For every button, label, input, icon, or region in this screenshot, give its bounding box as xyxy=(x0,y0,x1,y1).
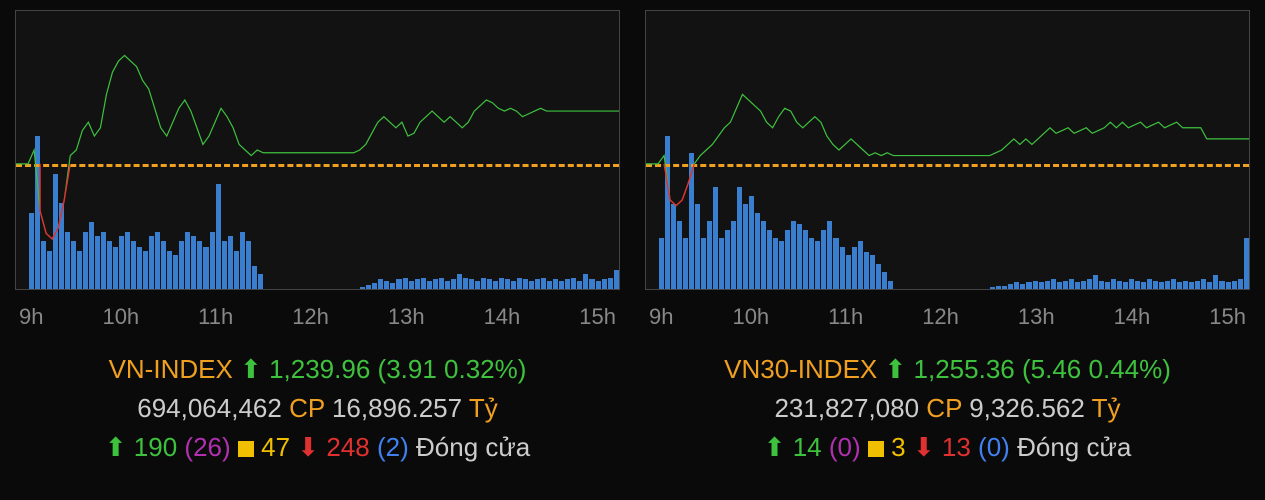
arrow-down-icon: ⬇ xyxy=(913,432,935,462)
x-tick: 10h xyxy=(102,304,139,330)
arrow-down-icon: ⬇ xyxy=(297,432,319,462)
index-name: VN30-INDEX xyxy=(724,354,877,384)
arrow-up-icon: ⬆ xyxy=(105,432,127,462)
ty-label: Tỷ xyxy=(469,393,498,423)
up-count: 14 xyxy=(793,432,822,462)
arrow-up-icon: ⬆ xyxy=(885,354,907,384)
breadth-row: ⬆ 190 (26) 47 ⬇ 248 (2) Đóng cửa xyxy=(15,428,620,467)
mid-count: 3 xyxy=(891,432,905,462)
x-tick: 15h xyxy=(579,304,616,330)
x-tick: 13h xyxy=(388,304,425,330)
up-paren: (26) xyxy=(184,432,230,462)
status-text: Đóng cửa xyxy=(416,432,530,462)
x-tick: 13h xyxy=(1018,304,1055,330)
index-name: VN-INDEX xyxy=(109,354,233,384)
index-values: 1,239.96 (3.91 0.32%) xyxy=(269,354,526,384)
index-value: 1,255.36 xyxy=(914,354,1015,384)
x-tick: 9h xyxy=(19,304,43,330)
down-paren: (2) xyxy=(377,432,409,462)
vn-index-chart xyxy=(15,10,620,290)
ty-label: Tỷ xyxy=(1092,393,1121,423)
x-tick: 12h xyxy=(292,304,329,330)
volume-row: 694,064,462 CP 16,896.257 Tỷ xyxy=(15,389,620,428)
index-value: 1,239.96 xyxy=(269,354,370,384)
volume-row: 231,827,080 CP 9,326.562 Tỷ xyxy=(645,389,1250,428)
up-paren: (0) xyxy=(829,432,861,462)
cp-label: CP xyxy=(289,393,325,423)
x-tick: 11h xyxy=(828,304,863,330)
x-axis: 9h 10h 11h 12h 13h 14h 15h xyxy=(15,298,620,330)
stats-block: VN30-INDEX ⬆ 1,255.36 (5.46 0.44%) 231,8… xyxy=(645,350,1250,467)
change-pct: 0.32% xyxy=(444,354,518,384)
value-money: 16,896.257 xyxy=(332,393,462,423)
stats-block: VN-INDEX ⬆ 1,239.96 (3.91 0.32%) 694,064… xyxy=(15,350,620,467)
index-row: VN-INDEX ⬆ 1,239.96 (3.91 0.32%) xyxy=(15,350,620,389)
status-text: Đóng cửa xyxy=(1017,432,1131,462)
volume-shares: 231,827,080 xyxy=(774,393,919,423)
change-abs: 3.91 xyxy=(386,354,437,384)
x-tick: 9h xyxy=(649,304,673,330)
down-count: 248 xyxy=(326,432,369,462)
down-paren: (0) xyxy=(978,432,1010,462)
x-tick: 14h xyxy=(1114,304,1151,330)
x-tick: 14h xyxy=(484,304,521,330)
index-row: VN30-INDEX ⬆ 1,255.36 (5.46 0.44%) xyxy=(645,350,1250,389)
cp-label: CP xyxy=(926,393,962,423)
up-count: 190 xyxy=(134,432,177,462)
x-tick: 11h xyxy=(198,304,233,330)
vn30-index-panel: 9h 10h 11h 12h 13h 14h 15h VN30-INDEX ⬆ 1,255.… xyxy=(645,10,1250,490)
x-tick: 15h xyxy=(1209,304,1246,330)
breadth-row: ⬆ 14 (0) 3 ⬇ 13 (0) Đóng cửa xyxy=(645,428,1250,467)
square-icon xyxy=(238,441,254,457)
mid-count: 47 xyxy=(261,432,290,462)
x-axis: 9h 10h 11h 12h 13h 14h 15h xyxy=(645,298,1250,330)
change-abs: 5.46 xyxy=(1031,354,1082,384)
price-line xyxy=(646,11,1249,289)
vn30-index-chart xyxy=(645,10,1250,290)
down-count: 13 xyxy=(942,432,971,462)
arrow-up-icon: ⬆ xyxy=(240,354,262,384)
value-money: 9,326.562 xyxy=(969,393,1085,423)
vn-index-panel: 9h 10h 11h 12h 13h 14h 15h VN-INDEX ⬆ 1,239.96… xyxy=(15,10,620,490)
volume-shares: 694,064,462 xyxy=(137,393,282,423)
change-pct: 0.44% xyxy=(1088,354,1162,384)
square-icon xyxy=(868,441,884,457)
price-line xyxy=(16,11,619,289)
x-tick: 10h xyxy=(732,304,769,330)
arrow-up-icon: ⬆ xyxy=(764,432,786,462)
x-tick: 12h xyxy=(922,304,959,330)
index-values: 1,255.36 (5.46 0.44%) xyxy=(914,354,1171,384)
